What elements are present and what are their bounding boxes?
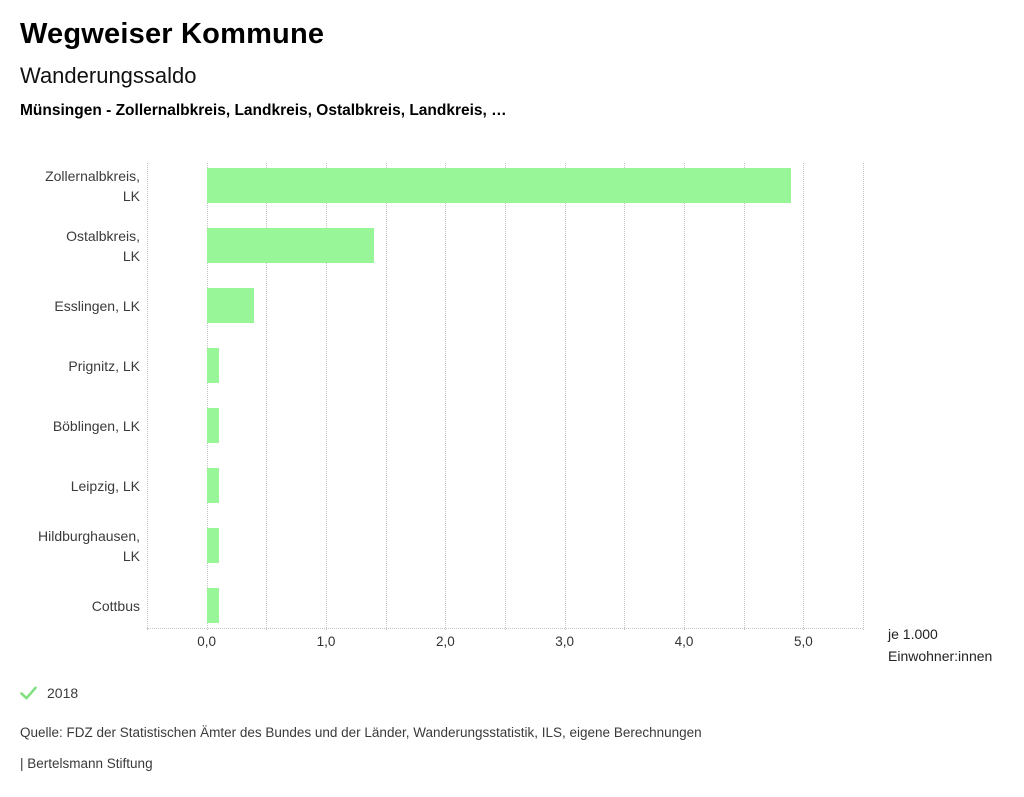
chart-bar[interactable]	[206, 408, 219, 443]
chart-bar[interactable]	[206, 528, 219, 563]
branding-note: | Bertelsmann Stiftung	[20, 756, 153, 771]
x-tick-label: 4,0	[674, 634, 694, 649]
category-label: Cottbus	[91, 597, 140, 614]
category-label: Leipzig, LK	[70, 477, 140, 494]
x-gridline	[147, 163, 148, 630]
category-labels: Zollernalbkreis, LK Ostalbkreis, LK Esslinge…	[0, 163, 140, 628]
x-gridline	[326, 163, 327, 630]
legend-item-2018[interactable]: 2018	[20, 685, 78, 701]
x-gridline	[266, 163, 268, 630]
chart-bar[interactable]	[206, 468, 219, 503]
category-label: Ostalbkreis, LK	[66, 227, 140, 264]
x-gridline	[564, 163, 566, 630]
x-tick-label: 1,0	[316, 634, 336, 649]
x-gridline	[206, 163, 208, 630]
x-gridline	[505, 163, 506, 630]
x-tick-label: 0,0	[197, 634, 217, 649]
chart-title: Wanderungssaldo	[20, 63, 197, 88]
chart-bar[interactable]	[206, 168, 792, 203]
page-title: Wegweiser Kommune	[20, 18, 325, 50]
chart-bar[interactable]	[206, 288, 255, 323]
x-gridline	[445, 163, 447, 630]
source-note: Quelle: FDZ der Statistischen Ämter des …	[20, 725, 702, 740]
x-gridline	[863, 163, 864, 630]
category-label: Esslingen, LK	[54, 297, 140, 314]
legend-label: 2018	[47, 685, 79, 701]
category-label: Prignitz, LK	[68, 357, 140, 374]
x-tick-label: 5,0	[793, 634, 813, 649]
x-axis-unit-line2: Einwohner:innen	[888, 647, 993, 664]
x-axis-ticks: 0,0 1,0 2,0 3,0 4,0 5,0	[147, 634, 863, 652]
x-gridline	[385, 163, 387, 630]
category-label: Zollernalbkreis, LK	[45, 167, 140, 204]
x-gridline	[684, 163, 685, 630]
category-label: Böblingen, LK	[52, 417, 140, 434]
x-axis-unit-label: je 1.000 Einwohner:innen	[888, 624, 992, 667]
x-tick-label: 2,0	[435, 634, 455, 649]
x-gridline	[803, 163, 805, 630]
x-tick-label: 3,0	[555, 634, 575, 649]
chart-bar[interactable]	[206, 348, 219, 383]
plot-area	[147, 163, 864, 630]
x-gridline	[743, 163, 745, 630]
comparison-line: Münsingen - Zollernalbkreis, Landkreis, …	[20, 102, 507, 119]
x-gridline	[624, 163, 626, 630]
chart-bar[interactable]	[206, 228, 374, 263]
x-axis-unit-line1: je 1.000	[888, 626, 938, 642]
check-icon	[20, 686, 37, 700]
chart-bar[interactable]	[206, 588, 219, 623]
category-label: Hildburghausen, LK	[38, 527, 140, 564]
